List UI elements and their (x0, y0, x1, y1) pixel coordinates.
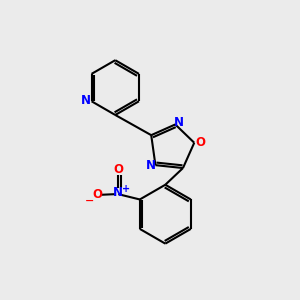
Text: +: + (122, 184, 130, 194)
Text: N: N (174, 116, 184, 129)
Text: O: O (92, 188, 102, 201)
Text: −: − (85, 196, 94, 206)
Text: N: N (113, 186, 123, 199)
Text: O: O (196, 136, 206, 149)
Text: N: N (81, 94, 91, 107)
Text: O: O (113, 163, 123, 176)
Text: N: N (146, 159, 156, 172)
